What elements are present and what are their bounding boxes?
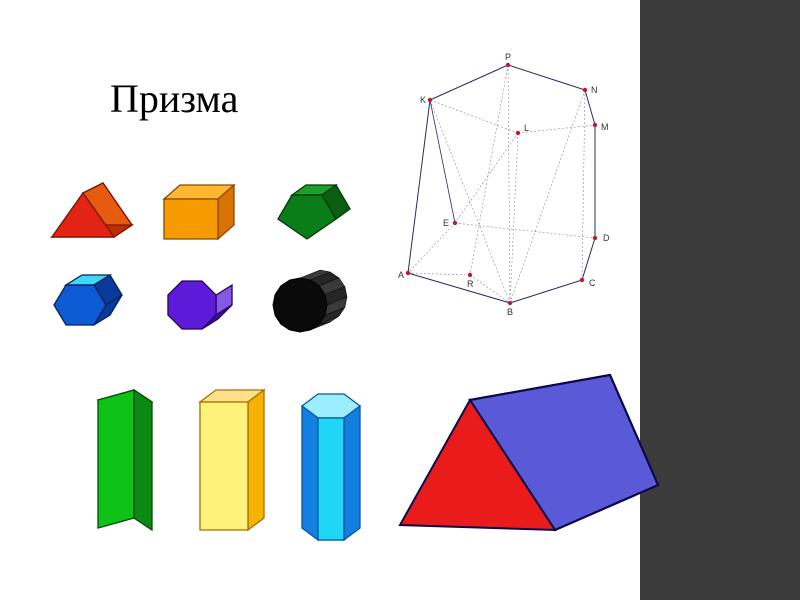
- prism-row3-0: [90, 380, 190, 550]
- prism-row3-1: [190, 380, 290, 550]
- prism-row1-2: [260, 175, 360, 247]
- svg-text:C: C: [589, 278, 596, 288]
- svg-text:D: D: [603, 233, 610, 243]
- prism-row1-1: [150, 175, 250, 247]
- svg-text:E: E: [443, 218, 449, 228]
- prism-row2-2: [260, 265, 360, 343]
- svg-text:N: N: [591, 85, 598, 95]
- prism-row3-2: [290, 380, 390, 550]
- prism-row2-0: [40, 265, 140, 343]
- prism-row1-0: [40, 175, 140, 247]
- large-triangular-prism: [400, 340, 660, 540]
- prism-row2-1: [150, 265, 250, 343]
- svg-text:R: R: [467, 279, 474, 289]
- page: Призма K P N M L E A R B C D: [0, 0, 800, 600]
- svg-text:B: B: [507, 307, 513, 317]
- page-title: Призма: [110, 75, 238, 122]
- svg-text:P: P: [505, 52, 511, 62]
- svg-text:M: M: [601, 122, 609, 132]
- svg-text:L: L: [524, 123, 529, 133]
- svg-text:A: A: [398, 270, 404, 280]
- sidebar-strip: [640, 0, 800, 600]
- svg-text:K: K: [420, 95, 426, 105]
- wireframe-prism: KPNMLEARBCD: [390, 55, 620, 305]
